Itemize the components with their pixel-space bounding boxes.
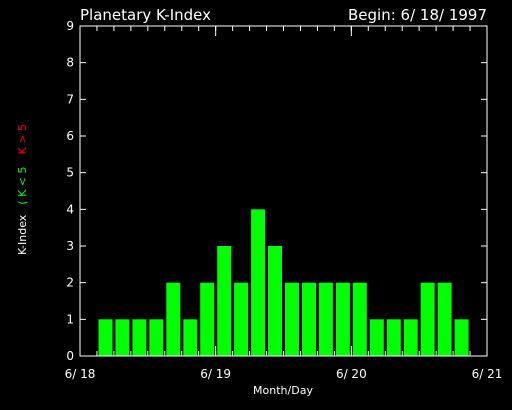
y-tick-label: 8 xyxy=(66,56,74,70)
x-tick-label: 6/ 21 xyxy=(472,367,503,381)
x-axis-title: Month/Day xyxy=(253,384,313,397)
y-axis-title: K-Index ( K < 5 K > 5 xyxy=(16,124,29,255)
y-tick-label: 3 xyxy=(66,239,74,253)
bar xyxy=(183,319,198,356)
bar xyxy=(217,246,232,356)
bar xyxy=(166,282,181,356)
bar xyxy=(268,246,282,356)
bar xyxy=(149,319,164,356)
bar xyxy=(386,319,401,356)
svg-text:K-Index( K < 5K > 5: K-Index ( K < 5 K > 5 xyxy=(16,124,29,255)
y-tick-label: 9 xyxy=(66,19,74,33)
y-tick-label: 2 xyxy=(66,276,74,290)
bar xyxy=(335,282,350,356)
bar xyxy=(318,282,333,356)
y-tick-label: 7 xyxy=(66,92,74,106)
chart-begin-date: Begin: 6/ 18/ 1997 xyxy=(348,6,487,24)
y-tick-label: 0 xyxy=(66,349,74,363)
chart-title: Planetary K-Index xyxy=(80,6,211,24)
bar xyxy=(115,319,130,356)
bar xyxy=(98,319,113,356)
bar xyxy=(403,319,418,356)
legend-low-label: ( K < 5 xyxy=(16,166,29,204)
bar xyxy=(352,282,367,356)
bar xyxy=(302,282,316,356)
legend-high-label: K > 5 xyxy=(16,124,29,154)
y-axis-label: K-Index xyxy=(16,214,29,255)
y-tick-label: 5 xyxy=(66,166,74,180)
x-tick-label: 6/ 20 xyxy=(336,367,367,381)
bar xyxy=(454,319,469,356)
x-tick-label: 6/ 19 xyxy=(200,367,231,381)
plot-area: 0 1 2 3 4 5 6 7 8 9 6/ 18 6/ 19 6/ 20 6/ 21 xyxy=(65,19,503,381)
x-tick-label: 6/ 18 xyxy=(65,367,96,381)
bar xyxy=(369,319,384,356)
bar xyxy=(234,282,249,356)
bar xyxy=(251,209,266,356)
bar xyxy=(132,319,147,356)
bar xyxy=(285,282,299,356)
bar xyxy=(437,282,452,356)
y-tick-label: 6 xyxy=(66,129,74,143)
bar xyxy=(420,282,435,356)
y-tick-label: 1 xyxy=(66,312,74,326)
y-tick-label: 4 xyxy=(66,202,74,216)
bar xyxy=(200,282,215,356)
